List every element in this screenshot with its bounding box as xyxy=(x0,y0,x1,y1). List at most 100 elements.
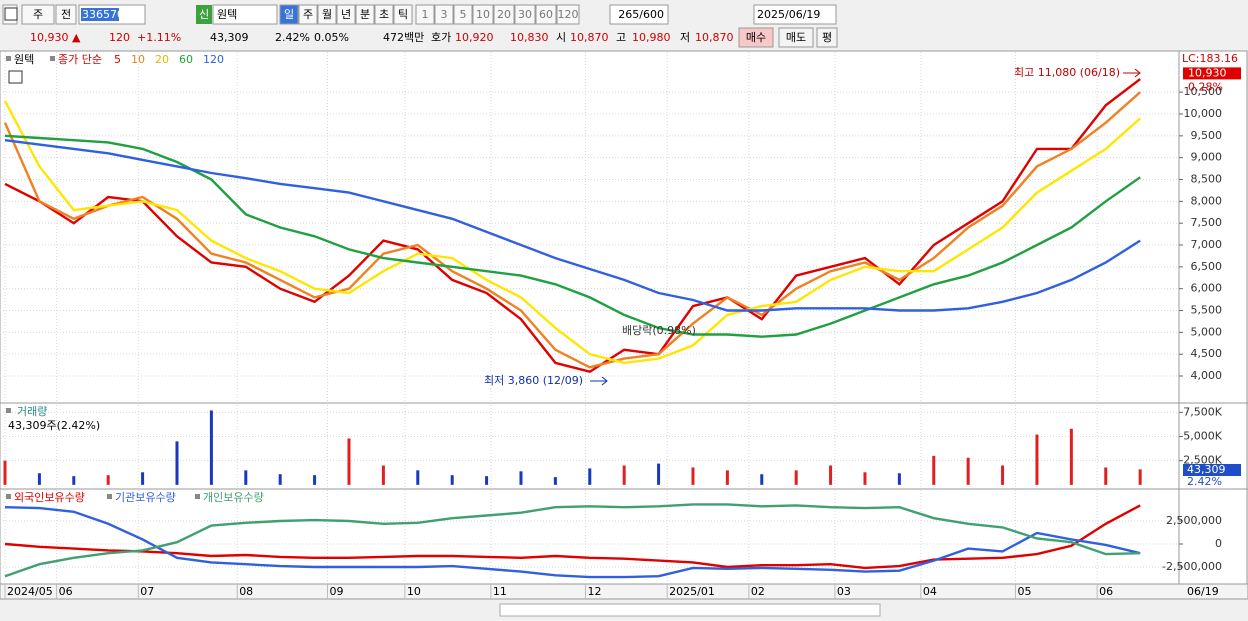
button[interactable] xyxy=(415,4,435,25)
quote-ask: 10,920 xyxy=(455,31,494,44)
count: 265/600 xyxy=(618,8,664,21)
button[interactable] xyxy=(556,4,580,25)
stock-name[interactable]: 원텍 xyxy=(217,8,237,21)
volume-bar xyxy=(553,477,557,485)
volume-bar xyxy=(897,473,901,485)
button[interactable] xyxy=(21,4,55,25)
volume-bar xyxy=(829,465,833,485)
button[interactable] xyxy=(55,4,77,25)
volume-bar xyxy=(1138,469,1142,485)
quote-amount: 472백만 xyxy=(383,31,424,44)
button[interactable] xyxy=(434,4,454,25)
legend-entry: 기관보유수량 xyxy=(115,491,176,504)
button-label[interactable]: 5 xyxy=(460,8,467,21)
y-tick-label: 9,000 xyxy=(1191,151,1223,164)
button-label[interactable]: 틱 xyxy=(398,8,408,21)
legend-entry: 120 xyxy=(203,53,224,66)
button[interactable] xyxy=(317,4,337,25)
button-label[interactable]: 월 xyxy=(322,8,332,21)
button[interactable] xyxy=(393,4,413,25)
button-label[interactable]: 매도 xyxy=(786,31,806,44)
legend-icon xyxy=(6,408,11,413)
button[interactable] xyxy=(453,4,473,25)
stock-code[interactable]: 336570 xyxy=(82,8,124,21)
x-tick-label: 05 xyxy=(1017,585,1031,598)
button[interactable] xyxy=(374,4,394,25)
last-price: 10,930 xyxy=(1188,66,1227,79)
last-volume: 43,309 xyxy=(1187,463,1226,476)
volume-subtitle: 43,309주(2.42%) xyxy=(8,419,100,432)
legend-entry: 5 xyxy=(114,53,121,66)
button[interactable] xyxy=(535,4,557,25)
x-tick-label: 12 xyxy=(587,585,601,598)
volume-bar xyxy=(450,475,454,485)
button[interactable] xyxy=(336,4,356,25)
y-tick-label: 7,500 xyxy=(1191,216,1223,229)
button-label[interactable]: 1 xyxy=(422,8,429,21)
date-box[interactable] xyxy=(753,4,837,25)
volume-bar xyxy=(519,471,523,485)
quote-open: 10,870 xyxy=(570,31,609,44)
icon xyxy=(8,70,23,84)
button[interactable] xyxy=(298,4,318,25)
button[interactable] xyxy=(472,4,494,25)
arrow xyxy=(1123,68,1141,78)
volume-bar xyxy=(657,463,661,485)
quote-turnover: 0.05% xyxy=(314,31,349,44)
y-tick-label: 8,000 xyxy=(1191,194,1223,207)
volume-bar xyxy=(760,474,764,485)
quote-ask-label: 호가 xyxy=(431,31,451,44)
volume-bar xyxy=(381,465,385,485)
lc-label: LC:183.16 xyxy=(1182,52,1238,65)
button-label[interactable]: 3 xyxy=(441,8,448,21)
button-label[interactable]: 10 xyxy=(476,8,490,21)
badge-label: 신 xyxy=(199,8,209,21)
button-label[interactable]: 분 xyxy=(360,8,370,21)
date[interactable]: 2025/06/19 xyxy=(757,8,820,21)
button-label[interactable]: 일 xyxy=(284,7,294,21)
button-label[interactable]: 20 xyxy=(497,8,511,21)
button-label[interactable]: 년 xyxy=(341,8,351,21)
series-line xyxy=(4,506,1141,579)
scroll-track[interactable] xyxy=(499,603,881,617)
y-tick-label: 5,500 xyxy=(1191,304,1223,317)
button-label[interactable]: 120 xyxy=(558,8,579,21)
legend-entry: 개인보유수량 xyxy=(203,491,264,504)
button[interactable] xyxy=(738,27,774,48)
volume-bar xyxy=(347,438,351,485)
x-tick-label: 03 xyxy=(837,585,851,598)
high-annotation: 최고 11,080 (06/18) xyxy=(1014,66,1120,79)
last-date: 06/19 xyxy=(1187,585,1219,598)
button-label[interactable]: 주 xyxy=(303,8,313,21)
y-tick-label: 5,000 xyxy=(1191,325,1223,338)
name-input[interactable] xyxy=(212,4,278,25)
legend-title: 거래량 xyxy=(17,405,47,418)
button[interactable] xyxy=(355,4,375,25)
volume-bar xyxy=(141,472,145,485)
x-tick-label: 07 xyxy=(140,585,154,598)
x-tick-label: 2024/05 xyxy=(7,585,53,598)
button[interactable] xyxy=(279,4,299,25)
button[interactable] xyxy=(816,27,838,48)
button[interactable] xyxy=(778,27,814,48)
y-tick-label: 10,500 xyxy=(1184,85,1223,98)
quote-change-pct: +1.11% xyxy=(137,31,181,44)
axis-area xyxy=(1178,50,1248,585)
button[interactable] xyxy=(514,4,536,25)
quote-volume-pct: 2.42% xyxy=(275,31,310,44)
last-volume-box xyxy=(1183,464,1241,476)
volume-bar xyxy=(1035,434,1039,485)
button-label[interactable]: 30 xyxy=(518,8,532,21)
button-label[interactable]: 초 xyxy=(379,8,389,21)
volume-bar xyxy=(1069,428,1073,485)
button-label[interactable]: 매수 xyxy=(746,31,766,44)
volume-bar xyxy=(244,470,248,485)
legend-entry: 10 xyxy=(131,53,145,66)
button[interactable] xyxy=(493,4,515,25)
y-tick-label: 6,500 xyxy=(1191,260,1223,273)
button-label[interactable]: 평 xyxy=(822,31,832,44)
quote-low: 10,870 xyxy=(695,31,734,44)
button-label[interactable]: 60 xyxy=(539,8,553,21)
button-label[interactable]: 전 xyxy=(61,8,71,21)
button-label[interactable]: 주 xyxy=(33,8,43,21)
